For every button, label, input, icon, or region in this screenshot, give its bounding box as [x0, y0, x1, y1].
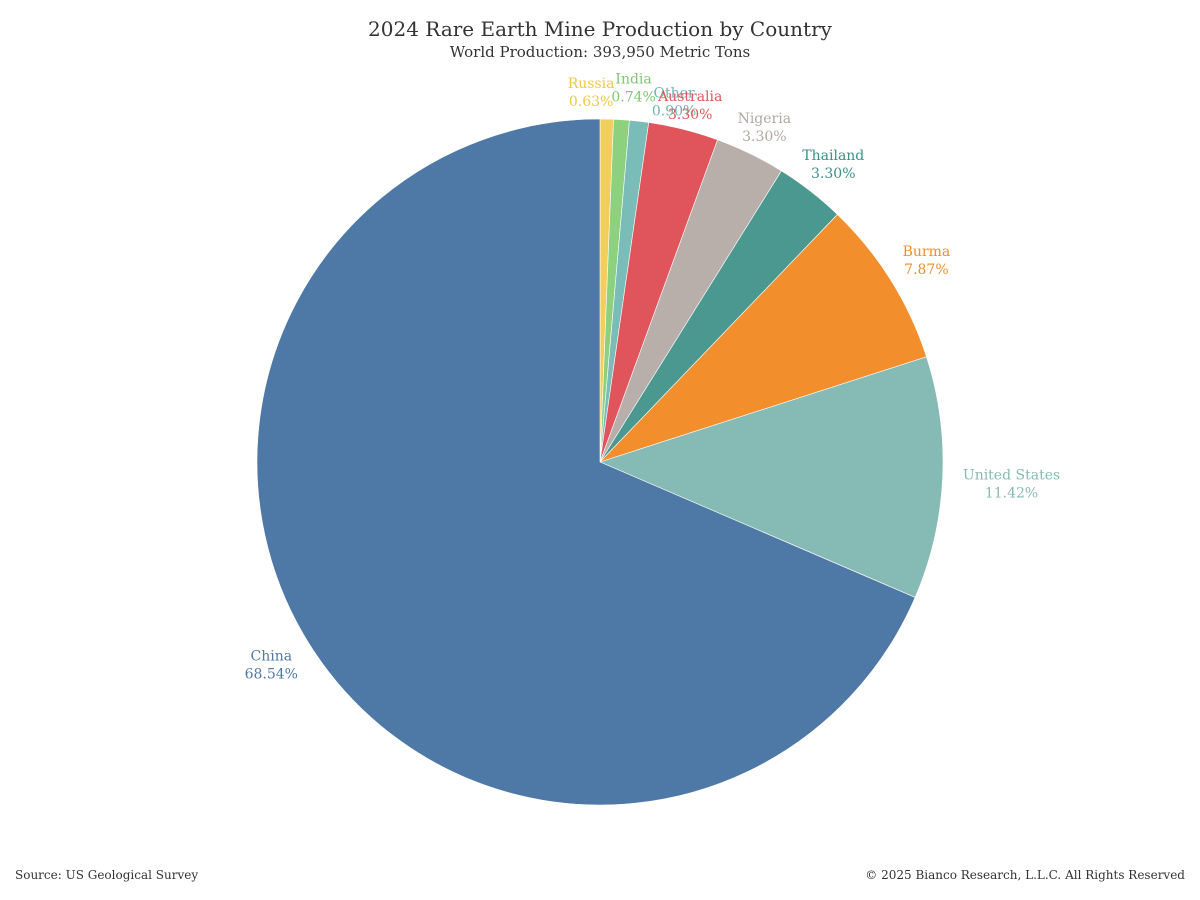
slice-label-united-states: United States 11.42% — [963, 467, 1060, 501]
pie-slice-china — [256, 118, 916, 806]
slice-label-australia: Australia 3.30% — [657, 89, 722, 123]
slice-label-value: 0.63% — [569, 94, 613, 110]
slice-label-russia: Russia 0.63% — [568, 76, 615, 110]
slice-label-value: 0.74% — [611, 89, 655, 105]
slice-label-name: Other — [654, 85, 695, 101]
pie-slice-burma — [599, 214, 927, 463]
slice-label-name: Burma — [903, 244, 951, 260]
slice-label-name: Russia — [568, 76, 615, 92]
slice-label-burma: Burma 7.87% — [903, 244, 951, 278]
pie-slice-united-states — [599, 356, 944, 598]
copyright-note: © 2025 Bianco Research, L.L.C. All Right… — [865, 868, 1185, 882]
slice-label-value: 68.54% — [245, 666, 298, 682]
slice-label-name: Nigeria — [738, 111, 792, 127]
slice-label-value: 3.30% — [742, 129, 786, 145]
slice-label-thailand: Thailand 3.30% — [802, 148, 864, 182]
slice-label-nigeria: Nigeria 3.30% — [738, 111, 792, 145]
slice-label-china: China 68.54% — [245, 648, 298, 682]
slice-label-value: 3.30% — [811, 166, 855, 182]
slice-label-value: 0.90% — [652, 103, 696, 119]
slice-label-other: Other 0.90% — [652, 85, 696, 119]
slice-label-name: India — [615, 71, 651, 87]
slice-label-name: Australia — [657, 89, 722, 105]
slice-label-value: 7.87% — [904, 262, 948, 278]
slice-label-india: India 0.74% — [611, 71, 655, 105]
slice-label-name: United States — [963, 467, 1060, 483]
slice-label-value: 3.30% — [668, 107, 712, 123]
slice-label-name: Thailand — [802, 148, 864, 164]
slice-label-name: China — [250, 648, 292, 664]
slice-label-value: 11.42% — [985, 485, 1038, 501]
source-note: Source: US Geological Survey — [15, 868, 199, 882]
chart-subtitle: World Production: 393,950 Metric Tons — [449, 43, 751, 61]
chart-title: 2024 Rare Earth Mine Production by Count… — [368, 17, 832, 41]
